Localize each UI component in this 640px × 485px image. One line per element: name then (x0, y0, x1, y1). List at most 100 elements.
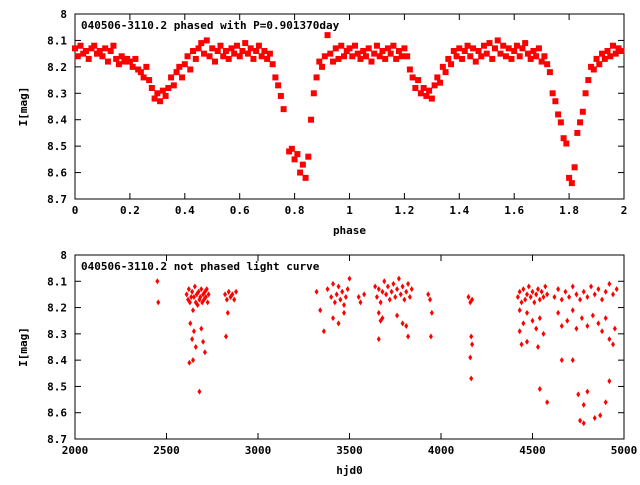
data-point (205, 299, 210, 306)
data-point (574, 129, 581, 136)
data-point (126, 58, 133, 65)
data-point (395, 286, 400, 293)
data-point (349, 53, 356, 60)
data-point (406, 280, 411, 287)
y-tick-label: 8.4 (47, 354, 67, 367)
data-point (607, 53, 614, 60)
data-point (431, 82, 438, 89)
data-point (596, 61, 603, 68)
data-point (610, 42, 617, 49)
data-point (409, 286, 414, 293)
data-point (202, 349, 207, 356)
data-point (546, 69, 553, 76)
data-point (146, 77, 153, 84)
data-point (288, 145, 295, 152)
data-point (517, 288, 522, 295)
data-point (534, 325, 539, 332)
data-point (96, 48, 103, 54)
data-point (581, 288, 586, 295)
data-point (99, 53, 106, 60)
data-point (91, 42, 98, 49)
data-point (567, 294, 572, 301)
data-point (280, 106, 287, 113)
data-point (581, 401, 586, 408)
data-point (535, 344, 540, 350)
data-point (332, 299, 337, 306)
data-point (579, 315, 584, 322)
y-tick-label: 8 (60, 249, 67, 262)
data-point (332, 45, 339, 52)
data-point (396, 275, 401, 282)
data-point (277, 92, 284, 99)
data-point (600, 328, 605, 335)
data-point (469, 375, 474, 382)
data-point (522, 40, 529, 47)
data-point (404, 53, 411, 60)
data-point (525, 309, 530, 316)
data-point (391, 280, 396, 287)
data-point (196, 288, 201, 295)
data-point (450, 48, 457, 54)
data-point (324, 32, 331, 39)
x-tick-label: 1.6 (504, 204, 524, 217)
data-point (206, 291, 211, 298)
data-point (538, 58, 545, 65)
data-point (582, 90, 589, 97)
data-point (198, 294, 203, 301)
data-point (519, 45, 526, 52)
data-point (162, 92, 169, 99)
data-point (535, 45, 542, 52)
data-point (486, 40, 493, 47)
data-point (187, 66, 194, 73)
data-point (187, 299, 192, 306)
data-point (519, 341, 524, 348)
x-tick-label: 5000 (611, 444, 638, 457)
data-point (190, 336, 195, 343)
data-point (442, 69, 449, 76)
data-point (537, 386, 542, 393)
data-point (467, 53, 474, 60)
data-point (318, 307, 323, 314)
data-point (297, 169, 304, 176)
data-point (85, 55, 92, 62)
data-point (228, 45, 235, 52)
data-point (412, 85, 419, 91)
data-point (563, 288, 568, 295)
data-point (511, 48, 518, 54)
data-point (469, 333, 474, 340)
data-point (330, 58, 337, 65)
data-point (316, 58, 323, 65)
data-point (593, 55, 600, 62)
data-point (585, 322, 590, 329)
data-point (72, 45, 78, 52)
data-point (223, 291, 228, 298)
data-point (345, 286, 350, 293)
data-point (380, 288, 385, 295)
data-point (331, 280, 336, 287)
data-point (513, 42, 520, 49)
data-point (508, 55, 515, 62)
data-point (184, 53, 191, 60)
y-tick-label: 8.7 (47, 193, 67, 206)
data-point (239, 48, 246, 54)
data-point (470, 296, 475, 303)
data-point (601, 55, 608, 62)
data-point (220, 53, 227, 60)
data-point (347, 275, 352, 282)
data-point (313, 74, 320, 81)
data-point (445, 55, 452, 62)
data-point (526, 283, 531, 290)
data-point (191, 328, 196, 335)
data-point (325, 286, 330, 293)
y-tick-label: 8.1 (47, 34, 67, 47)
data-point (168, 74, 175, 81)
data-point (308, 116, 315, 123)
y-tick-label: 8.5 (47, 380, 67, 393)
data-point (198, 40, 205, 47)
data-point (191, 307, 196, 314)
data-point (389, 288, 394, 295)
data-point (253, 48, 260, 54)
data-point (234, 288, 239, 295)
data-point (340, 288, 345, 295)
data-point (379, 48, 386, 54)
